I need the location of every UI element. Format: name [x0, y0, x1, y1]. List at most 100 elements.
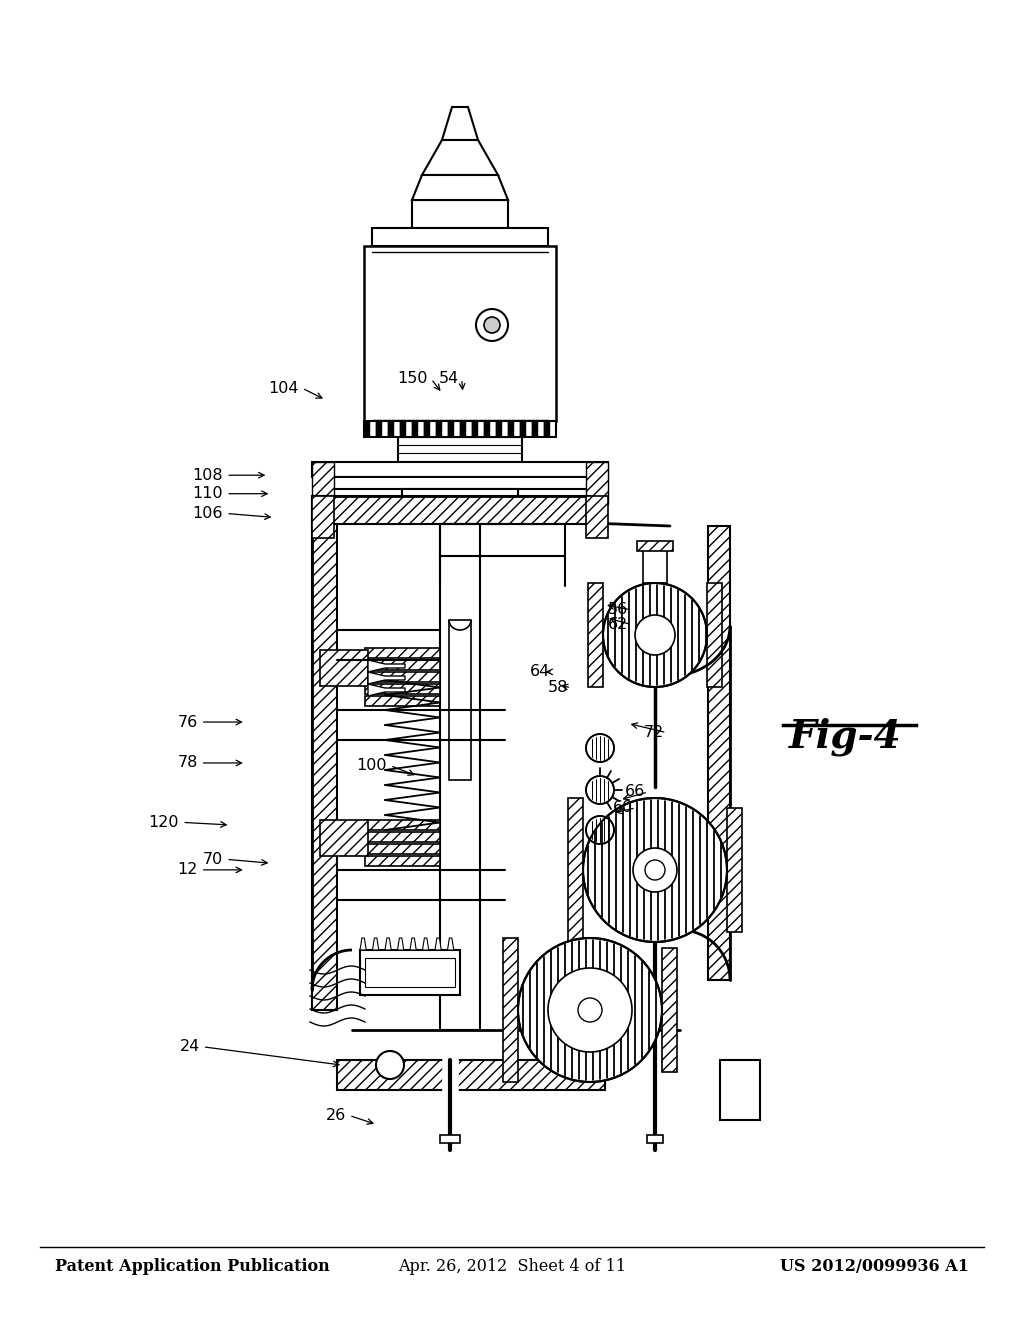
Bar: [662, 948, 677, 1072]
Circle shape: [603, 583, 707, 686]
Polygon shape: [447, 939, 454, 950]
Text: 120: 120: [148, 814, 179, 830]
Polygon shape: [410, 939, 416, 950]
Text: 70: 70: [203, 851, 223, 867]
Bar: [365, 855, 440, 866]
Bar: [440, 524, 480, 1030]
Bar: [568, 799, 583, 942]
Text: Fig-4: Fig-4: [788, 717, 901, 756]
Bar: [365, 684, 440, 694]
Bar: [312, 496, 334, 539]
Circle shape: [376, 1051, 404, 1078]
Bar: [449, 421, 454, 437]
Text: 72: 72: [643, 725, 664, 741]
Bar: [643, 548, 667, 583]
Text: 58: 58: [548, 680, 568, 696]
Bar: [514, 421, 520, 437]
Bar: [365, 832, 440, 842]
Text: 24: 24: [179, 1039, 200, 1055]
Bar: [588, 583, 603, 686]
Bar: [637, 541, 673, 550]
Circle shape: [586, 734, 614, 762]
Bar: [466, 421, 472, 437]
Bar: [503, 939, 518, 1082]
Bar: [532, 421, 538, 437]
Bar: [508, 421, 514, 437]
Bar: [454, 421, 460, 437]
Text: 110: 110: [193, 486, 223, 502]
Bar: [586, 462, 608, 504]
Text: 76: 76: [177, 714, 198, 730]
Circle shape: [476, 309, 508, 341]
Bar: [312, 496, 337, 1010]
Bar: [365, 958, 455, 987]
Bar: [449, 620, 471, 780]
Bar: [312, 462, 334, 504]
Polygon shape: [423, 939, 429, 950]
Bar: [365, 696, 440, 706]
Bar: [412, 201, 508, 228]
Bar: [424, 421, 430, 437]
Text: 150: 150: [397, 371, 428, 387]
Bar: [418, 421, 424, 437]
Bar: [402, 488, 518, 499]
Circle shape: [578, 998, 602, 1022]
Bar: [330, 477, 590, 488]
Text: 12: 12: [177, 862, 198, 878]
Bar: [319, 649, 368, 686]
Bar: [372, 228, 548, 246]
Text: 66: 66: [625, 784, 645, 800]
Bar: [312, 462, 608, 477]
Bar: [394, 421, 400, 437]
Bar: [388, 421, 394, 437]
Bar: [365, 672, 440, 682]
Text: Apr. 26, 2012  Sheet 4 of 11: Apr. 26, 2012 Sheet 4 of 11: [398, 1258, 626, 1275]
Text: 78: 78: [177, 755, 198, 771]
Circle shape: [484, 317, 500, 333]
Polygon shape: [397, 939, 403, 950]
Text: 62: 62: [607, 616, 628, 632]
Bar: [365, 660, 440, 671]
Bar: [647, 1135, 663, 1143]
Polygon shape: [442, 107, 478, 140]
Polygon shape: [435, 939, 441, 950]
Polygon shape: [368, 672, 406, 684]
Polygon shape: [368, 684, 406, 696]
Text: 64: 64: [529, 664, 550, 680]
Bar: [440, 1135, 460, 1143]
Text: 54: 54: [438, 371, 459, 387]
Text: 108: 108: [193, 467, 223, 483]
Bar: [490, 421, 496, 437]
Bar: [538, 421, 544, 437]
Text: 26: 26: [326, 1107, 346, 1123]
Text: 56: 56: [607, 602, 628, 618]
Polygon shape: [360, 939, 367, 950]
Circle shape: [518, 939, 662, 1082]
Bar: [550, 421, 556, 437]
Circle shape: [583, 799, 727, 942]
Text: 104: 104: [268, 380, 299, 396]
Bar: [412, 421, 418, 437]
Text: 106: 106: [193, 506, 223, 521]
Text: 100: 100: [356, 758, 387, 774]
Bar: [544, 421, 550, 437]
Bar: [708, 525, 730, 979]
Bar: [365, 820, 440, 830]
Bar: [720, 1060, 760, 1119]
Circle shape: [586, 816, 614, 843]
Bar: [382, 421, 388, 437]
Bar: [526, 421, 532, 437]
Circle shape: [586, 776, 614, 804]
Bar: [496, 421, 502, 437]
Bar: [364, 246, 556, 421]
Bar: [472, 421, 478, 437]
Polygon shape: [412, 176, 508, 201]
Bar: [364, 421, 370, 437]
Text: US 2012/0099936 A1: US 2012/0099936 A1: [780, 1258, 969, 1275]
Circle shape: [548, 968, 632, 1052]
Bar: [586, 496, 608, 539]
Circle shape: [645, 861, 665, 880]
Text: Patent Application Publication: Patent Application Publication: [55, 1258, 330, 1275]
Circle shape: [635, 615, 675, 655]
Circle shape: [633, 847, 677, 892]
